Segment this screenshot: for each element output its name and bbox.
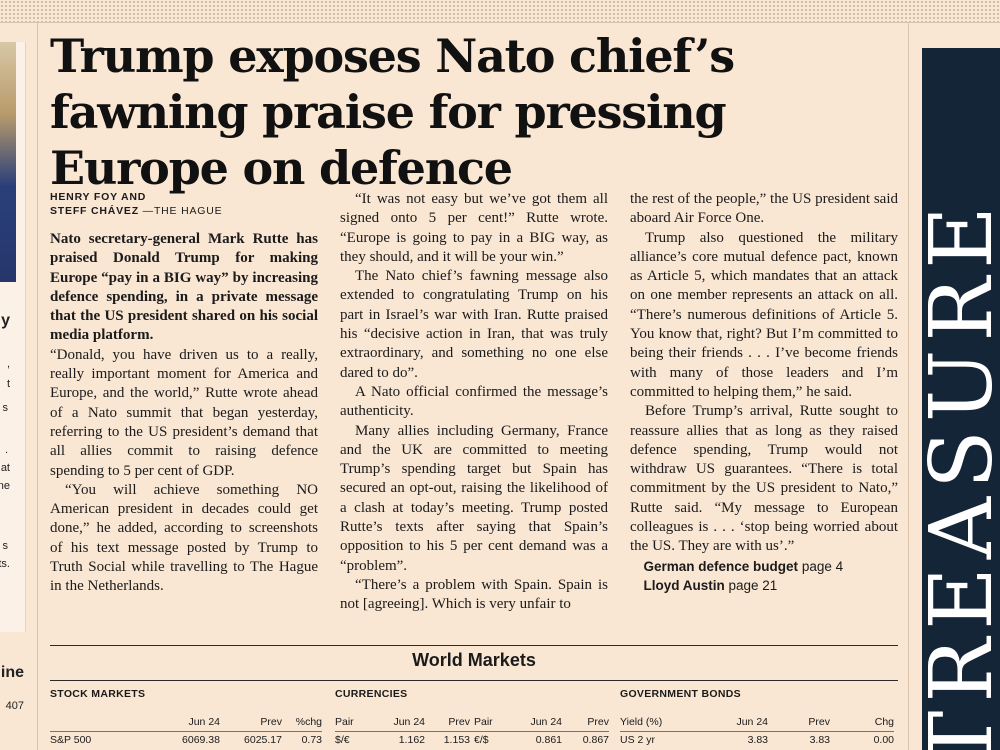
table-cell: €/$ [470, 731, 510, 748]
currencies-table: Pair Jun 24 Prev Pair Jun 24 Prev $/€ 1.… [335, 716, 609, 748]
xref-page: page 21 [728, 577, 778, 593]
top-dotted-border [0, 0, 1000, 23]
left-fragment: ts. [0, 558, 10, 570]
side-promo-word: TREASURE [922, 198, 1000, 750]
byline-author-2-name: STEFF CHÁVEZ [50, 205, 139, 217]
cross-reference-link[interactable]: Lloyd Austin page 21 [630, 576, 898, 595]
column-header: Jun 24 [188, 716, 220, 728]
left-fragment: y [1, 312, 10, 329]
table-cell: 0.867 [562, 731, 609, 748]
byline-location: —THE HAGUE [142, 205, 223, 217]
left-photo [0, 42, 16, 282]
column-header: Jun 24 [393, 716, 425, 728]
markets-top-rule [50, 645, 898, 646]
paragraph: “It was not easy but we’ve got them all … [340, 191, 608, 265]
left-fragment: s [2, 402, 9, 414]
side-promo-panel: TREASURE [922, 48, 1000, 750]
xref-label: Lloyd Austin [643, 577, 725, 593]
markets-title-rule [50, 680, 898, 681]
stock-markets-table: Jun 24 Prev %chg S&P 500 6069.38 6025.17… [50, 716, 322, 748]
table-cell: 3.83 [768, 731, 830, 748]
column-header: Chg [874, 716, 894, 728]
column-header: Jun 24 [530, 716, 562, 728]
left-fragment: ine [0, 664, 24, 681]
column-rule [37, 22, 38, 750]
left-fragment: ne [0, 480, 10, 492]
column-header: Prev [260, 716, 282, 728]
column-header: Pair [335, 716, 354, 728]
column-header: Prev [808, 716, 830, 728]
column-header: Pair [474, 716, 493, 728]
table-cell: 6025.17 [220, 731, 282, 748]
column-header: Jun 24 [736, 716, 768, 728]
table-row: $/€ 1.162 1.153 €/$ 0.861 0.867 [335, 731, 609, 748]
table-cell: 6069.38 [150, 731, 220, 748]
column-header: %chg [295, 716, 322, 728]
left-fragment: 407 [5, 700, 24, 712]
currencies-heading: CURRENCIES [335, 688, 408, 700]
column-header: Yield (%) [620, 716, 663, 728]
paragraph: The Nato chief’s fawning message also ex… [340, 268, 608, 381]
column-rule [908, 22, 909, 750]
government-bonds-heading: GOVERNMENT BONDS [620, 688, 741, 700]
paragraph: “Donald, you have driven us to a really,… [50, 346, 318, 479]
paragraph: Trump also questioned the military allia… [630, 229, 898, 400]
left-fragment: t [6, 378, 10, 390]
article-column-1: HENRY FOY AND STEFF CHÁVEZ —THE HAGUE Na… [50, 190, 318, 597]
government-bonds-table: Yield (%) Jun 24 Prev Chg US 2 yr 3.83 3… [620, 716, 894, 748]
table-cell: 0.00 [830, 731, 894, 748]
table-cell: 3.83 [710, 731, 768, 748]
markets-title: World Markets [412, 650, 536, 670]
column-header: Prev [587, 716, 609, 728]
table-cell: 0.73 [282, 731, 322, 748]
byline-author-2: STEFF CHÁVEZ —THE HAGUE [50, 204, 318, 218]
cross-reference-link[interactable]: German defence budget page 4 [630, 557, 898, 576]
paragraph: “You will achieve something NO American … [50, 481, 318, 595]
byline-author-1: HENRY FOY AND [50, 191, 147, 203]
paragraph: “There’s a problem with Spain. Spain is … [340, 576, 608, 613]
article-column-3: the rest of the people,” the US presiden… [630, 190, 898, 595]
headline: Trump exposes Nato chief’s fawning prais… [50, 29, 735, 195]
table-row: US 2 yr 3.83 3.83 0.00 [620, 731, 894, 748]
table-cell: 1.162 [373, 731, 425, 748]
xref-page: page 4 [801, 558, 844, 574]
byline: HENRY FOY AND STEFF CHÁVEZ —THE HAGUE [50, 190, 318, 218]
left-fragment: , [6, 358, 10, 370]
column-header [50, 716, 150, 732]
table-cell: 0.861 [510, 731, 562, 748]
left-cropped-column: y , t s . at ne s ts. ine 407 [0, 22, 38, 750]
paragraph: Many allies including Germany, France an… [340, 422, 608, 574]
xref-label: German defence budget [643, 558, 799, 574]
paragraph: the rest of the people,” the US presiden… [630, 191, 898, 227]
table-row: S&P 500 6069.38 6025.17 0.73 [50, 731, 322, 748]
table-cell: $/€ [335, 731, 373, 748]
column-header: Prev [448, 716, 470, 728]
stock-markets-heading: STOCK MARKETS [50, 688, 146, 700]
standfirst: Nato secretary-general Mark Rutte has pr… [50, 231, 318, 344]
table-cell: US 2 yr [620, 731, 710, 748]
table-cell: S&P 500 [50, 731, 150, 748]
left-fragment: at [0, 462, 10, 474]
paragraph: Before Trump’s arrival, Rutte sought to … [630, 403, 898, 555]
left-fragment: . [4, 444, 8, 456]
paragraph: A Nato official confirmed the message’s … [340, 383, 608, 420]
left-fragment: s [2, 540, 9, 552]
article-column-2: “It was not easy but we’ve got them all … [340, 190, 608, 615]
table-cell: 1.153 [425, 731, 470, 748]
